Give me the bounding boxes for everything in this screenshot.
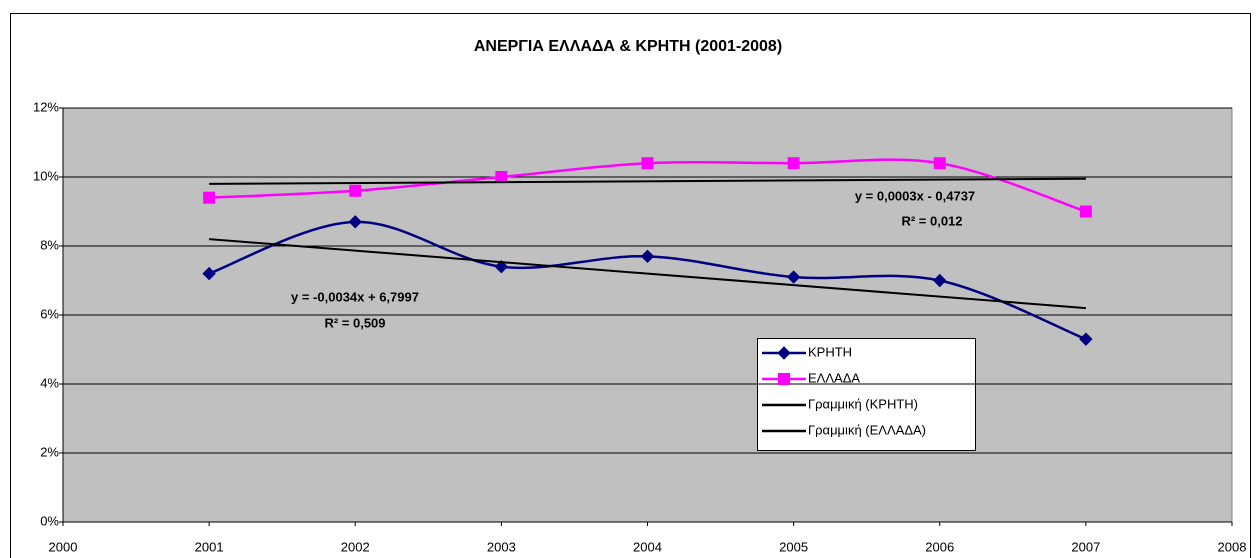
x-tick-label: 2008 [1218,539,1247,554]
legend-label: ΕΛΛΑΔΑ [808,370,860,385]
x-tick-label: 2004 [633,539,662,554]
x-tick-label: 2003 [487,539,516,554]
data-point [1079,205,1092,218]
data-point [786,270,801,284]
x-tick-label: 2006 [925,539,954,554]
x-tick-label: 2007 [1071,539,1100,554]
data-point [203,191,216,204]
y-tick-label: 2% [40,444,59,459]
x-tick-label: 2001 [195,539,224,554]
data-point [495,171,508,183]
data-point [933,157,946,170]
series-line [209,238,1086,310]
data-point [641,157,654,170]
legend-marker [778,373,790,385]
x-tick-label: 2002 [341,539,370,554]
data-point [349,184,362,197]
legend-label: Γραμμική (ΕΛΛΑΔΑ) [808,422,926,437]
data-point [1079,332,1093,346]
legend-label: Γραμμική (ΚΡΗΤΗ) [808,396,918,411]
y-tick-label: 0% [40,513,59,528]
trendline-label: R² = 0,012 [901,213,962,228]
legend-label: ΚΡΗΤΗ [808,344,852,359]
data-point [640,249,655,264]
y-tick-label: 10% [33,168,59,183]
y-tick-label: 12% [33,99,59,114]
y-tick-label: 8% [40,237,59,252]
series-line [209,177,1086,185]
trendline-label: y = -0,0034x + 6,7997 [291,289,419,304]
trendline-label: R² = 0,509 [324,315,385,330]
data-point [348,215,362,229]
x-tick-label: 2005 [779,539,808,554]
legend-marker [777,346,791,360]
chart-title: ΑΝΕΡΓΙΑ ΕΛΛΑΔΑ & ΚΡΗΤΗ (2001-2008) [474,38,782,55]
x-tick-label: 2000 [49,539,78,554]
data-point [933,273,947,288]
y-tick-label: 6% [40,306,59,321]
data-point [494,259,509,274]
data-point [787,157,800,170]
trendline-label: y = 0,0003x - 0,4737 [855,188,975,203]
y-tick-label: 4% [40,375,59,390]
data-point [202,266,216,281]
